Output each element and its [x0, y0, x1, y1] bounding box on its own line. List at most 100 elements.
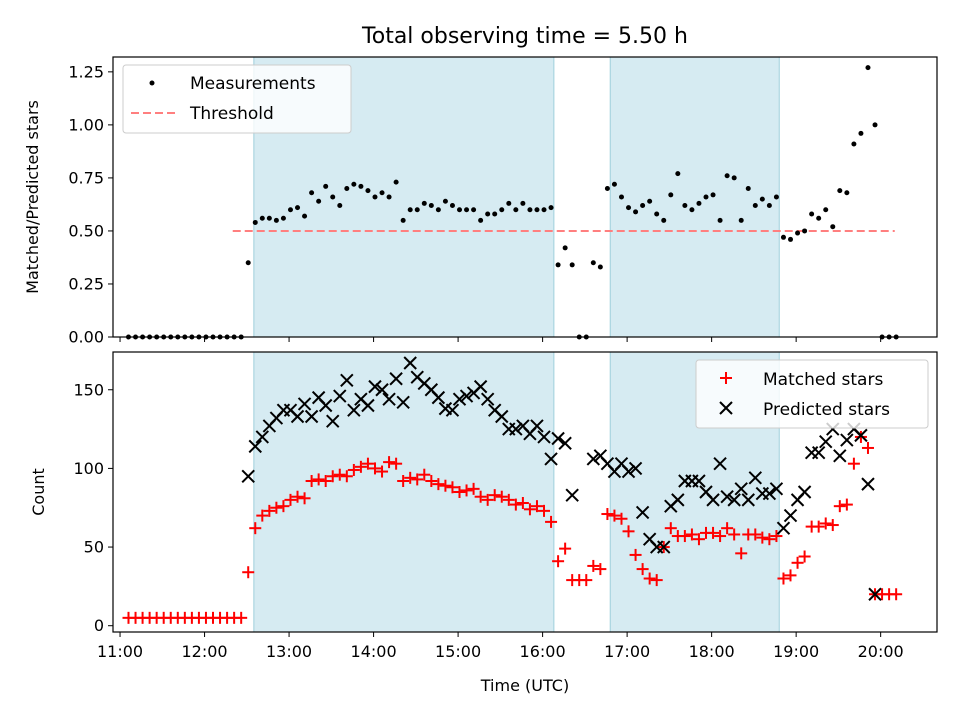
top-measurements-point [295, 205, 301, 211]
top-measurements-point [372, 194, 378, 200]
top-measurements-point [703, 194, 709, 200]
bottom-plot-frame [112, 351, 938, 633]
top-measurements-point [337, 202, 343, 208]
top-measurements-point [513, 207, 519, 213]
bottom-predicted-stars-point [459, 389, 474, 403]
bottom-matched-stars-point [516, 497, 529, 510]
bottom-matched-stars-point [559, 542, 572, 555]
bottom-matched-stars-point [481, 493, 494, 506]
top-measurements-point [668, 192, 674, 198]
bottom-matched-stars-point [319, 474, 332, 487]
bottom-predicted-stars-point [769, 482, 784, 496]
top-measurements-point [527, 207, 533, 213]
bottom-xtick-label: 20:00 [858, 642, 904, 661]
bottom-chart: 0 50 100 150 11:00 12:00 13:00 14:00 15:00 16:00 1… [73, 351, 938, 661]
bottom-chart-xlabel: Time (UTC) [480, 676, 569, 695]
bottom-predicted-stars-point [544, 452, 558, 466]
bottom-matched-stars-point [291, 490, 304, 503]
top-measurements-point [287, 207, 293, 213]
bottom-matched-stars-point [523, 503, 536, 516]
legend-matched-label: Matched stars [763, 370, 883, 390]
bottom-predicted-stars-point [495, 409, 509, 424]
bottom-matched-stars-point [587, 559, 600, 572]
top-legend-box [122, 64, 352, 134]
bottom-ytick-label: 100 [73, 459, 104, 478]
top-ytick-label: 0.25 [68, 274, 104, 293]
bottom-predicted-stars-point [671, 493, 685, 507]
bottom-matched-stars-point [376, 465, 389, 478]
bottom-predicted-stars-point [255, 430, 270, 444]
legend-measurements-label: Measurements [190, 74, 316, 94]
top-measurements-point [633, 209, 639, 215]
top-measurements-point [865, 65, 871, 71]
bottom-matched-stars-point [495, 490, 508, 503]
top-measurements-point [309, 190, 315, 196]
bottom-predicted-stars-point [290, 409, 305, 424]
bottom-predicted-stars-point [720, 490, 734, 504]
top-measurements-point [541, 207, 547, 213]
top-measurements-point [604, 186, 610, 192]
bottom-predicted-stars-point [480, 392, 495, 406]
top-ytick-label: 0.50 [68, 221, 104, 240]
top-measurements-point [534, 207, 540, 213]
bottom-matched-stars-point [685, 528, 698, 541]
top-measurements-point [492, 211, 498, 217]
bottom-predicted-stars-point [361, 398, 375, 413]
top-measurements-point [809, 211, 815, 217]
top-measurements-point [393, 179, 399, 185]
top-measurements-point [788, 236, 794, 242]
bottom-predicted-stars-point [403, 356, 417, 370]
legend-measurements-marker [149, 80, 155, 86]
bottom-chart-ylabel: Count [29, 468, 48, 516]
top-measurements-point [485, 211, 491, 217]
top-measurements-point [795, 230, 801, 236]
top-measurements-point [344, 186, 350, 192]
bottom-predicted-stars-point [431, 390, 446, 405]
bottom-matched-stars-point [770, 530, 783, 543]
top-measurements-point [379, 190, 385, 196]
top-measurements-point [259, 215, 265, 221]
top-measurements-point [626, 205, 632, 211]
top-ytick-label: 1.25 [68, 62, 104, 81]
bottom-matched-stars-point [756, 531, 769, 544]
bottom-matched-stars-point [347, 463, 360, 476]
top-measurements-point [316, 198, 322, 204]
bottom-matched-stars-point [284, 493, 297, 506]
bottom-matched-stars-point [361, 457, 374, 470]
top-chart-ylabel: Matched/Predicted stars [23, 100, 42, 294]
top-measurements-point [837, 188, 843, 194]
bottom-predicted-stars-point [783, 508, 798, 523]
bottom-matched-stars-point [249, 522, 262, 535]
bottom-predicted-stars-point [762, 486, 777, 501]
bottom-matched-stars-point [608, 509, 621, 522]
bottom-matched-stars-point [545, 515, 558, 528]
bottom-predicted-stars-point [297, 397, 312, 411]
bottom-matched-stars-point [460, 484, 473, 497]
bottom-matched-stars-point [467, 482, 480, 495]
top-measurements-point [421, 200, 427, 206]
bottom-matched-stars-point [411, 473, 424, 486]
bottom-predicted-stars-point [389, 372, 403, 386]
bottom-matched-stars-point [629, 548, 642, 561]
bottom-xtick-label: 19:00 [773, 642, 819, 661]
top-measurements-point [654, 211, 660, 217]
bottom-ytick-label: 0 [94, 616, 104, 635]
bottom-matched-stars-point [826, 519, 839, 532]
top-measurements-point [407, 207, 413, 213]
top-measurements-point [428, 202, 434, 208]
top-measurements-point [386, 194, 392, 200]
bottom-xtick-label: 13:00 [266, 642, 312, 661]
top-ytick-label: 0.75 [68, 168, 104, 187]
bottom-matched-stars-point [721, 522, 734, 535]
top-measurements-point [710, 192, 716, 198]
bottom-legend: Matched stars Predicted stars [695, 359, 929, 429]
bottom-matched-stars-point [728, 528, 741, 541]
bottom-matched-stars-point [256, 509, 269, 522]
bottom-matched-stars-point [404, 471, 417, 484]
bottom-predicted-stars-point [304, 409, 319, 424]
bottom-matched-stars-point [368, 462, 381, 475]
top-measurements-point [738, 217, 744, 223]
bottom-matched-stars-point [298, 492, 311, 505]
bottom-predicted-stars-point [734, 482, 748, 496]
top-measurements-point [851, 141, 857, 147]
